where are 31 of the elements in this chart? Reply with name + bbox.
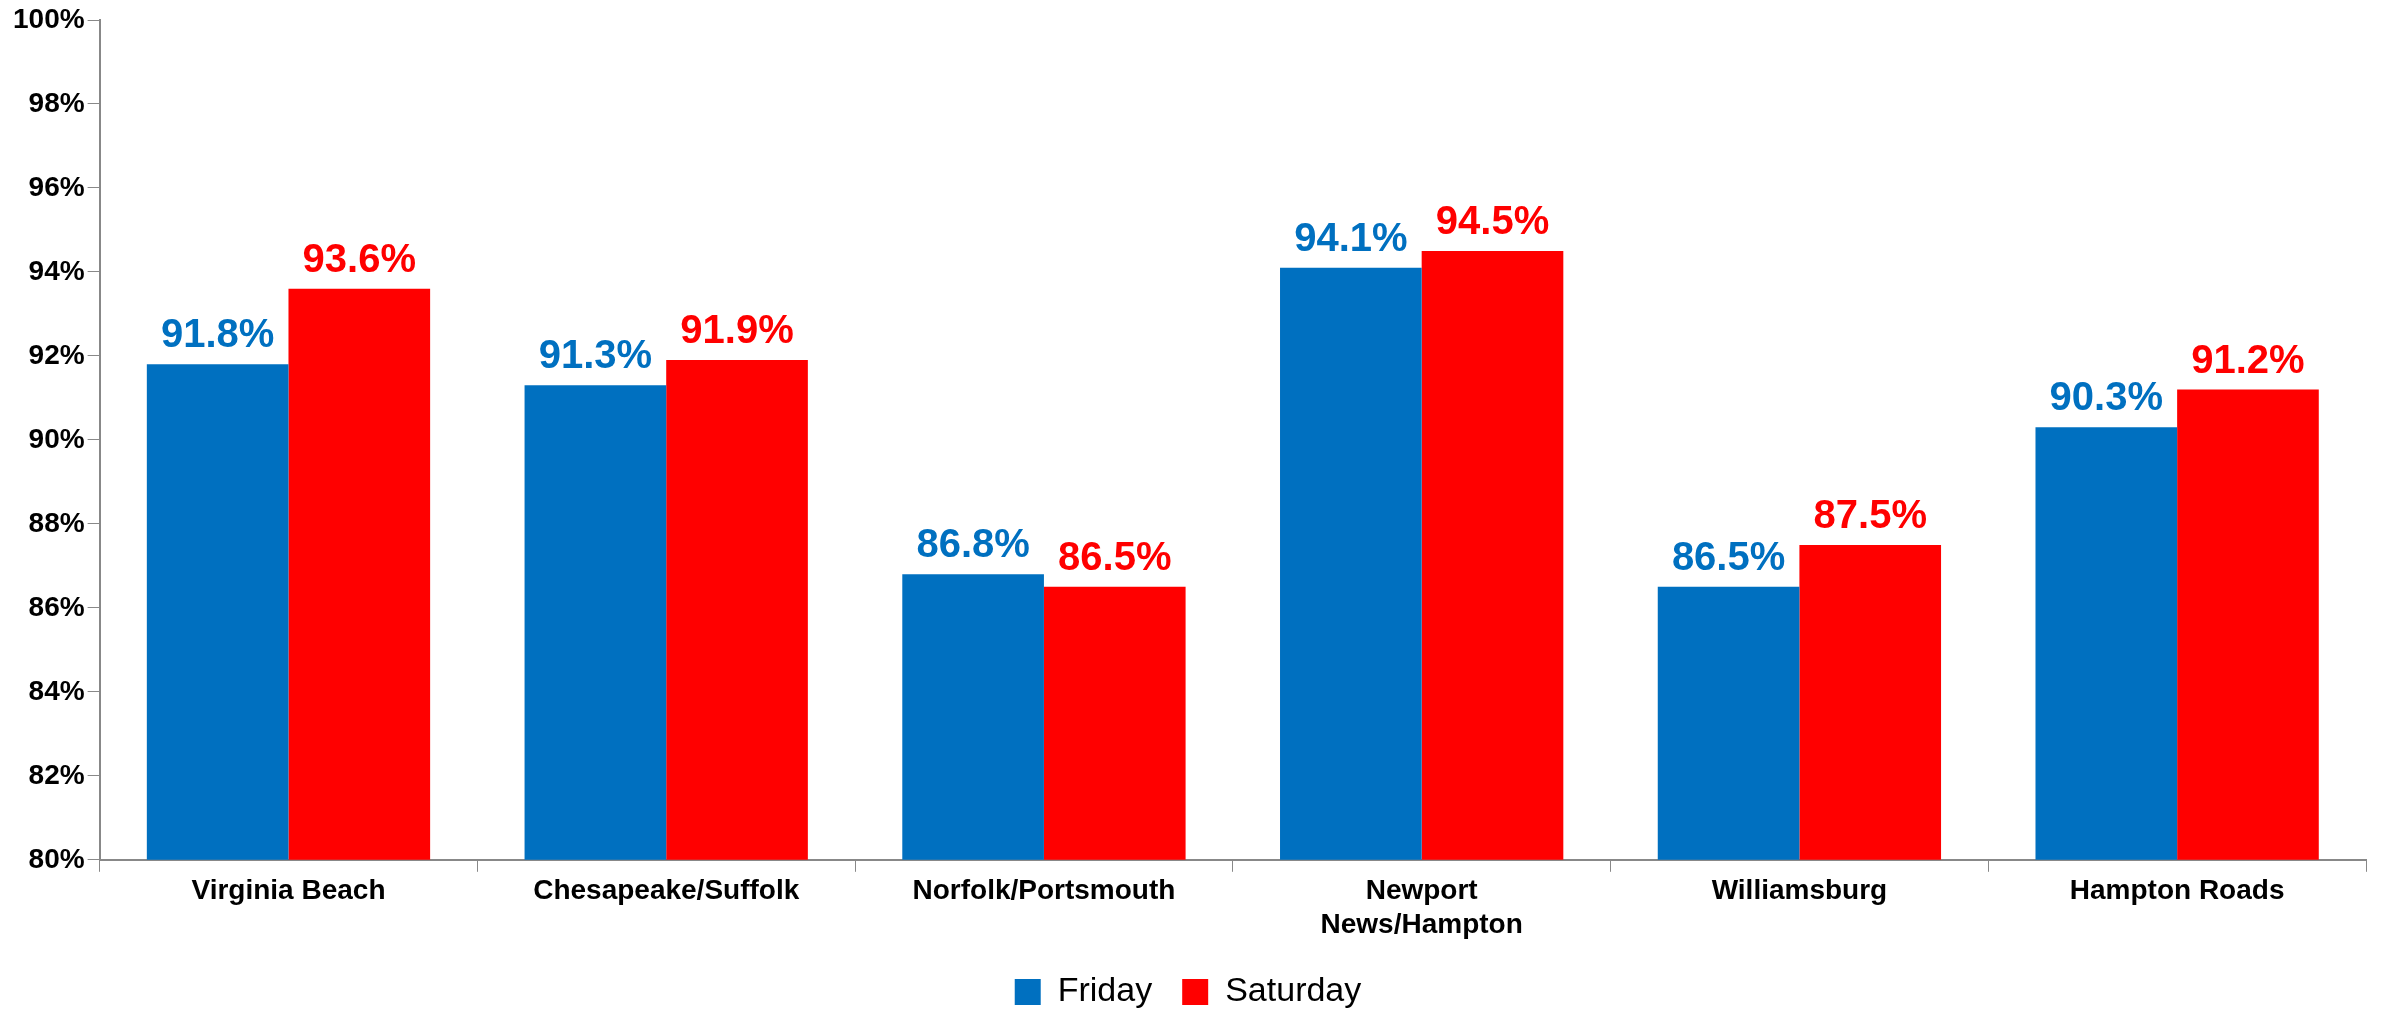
data-label: 91.2% [2191, 336, 2305, 381]
data-label: 91.9% [680, 307, 794, 352]
x-tick-label: Virginia Beach [191, 874, 386, 906]
data-label: 87.5% [1813, 491, 1927, 536]
y-tick-label: 100% [12, 2, 85, 34]
y-tick-label: 90% [28, 422, 85, 454]
data-label: 86.8% [916, 521, 1030, 566]
y-tick-label: 94% [28, 254, 85, 286]
data-label: 91.3% [538, 332, 653, 377]
y-tick-label: 84% [28, 674, 85, 706]
x-tick-label: Newport News/Hampton [1320, 874, 1523, 939]
x-tick-label: Hampton Roads [2069, 874, 2285, 906]
data-label: 91.8% [160, 311, 275, 356]
x-tick-label: Williamsburg [1711, 874, 1888, 906]
data-label: 94.5% [1435, 197, 1550, 242]
x-tick-label: Chesapeake/Suffolk [533, 874, 800, 906]
data-label: 86.5% [1058, 533, 1172, 578]
y-tick-label: 82% [28, 758, 85, 790]
y-tick-label: 80% [28, 842, 85, 874]
x-tick-label: Norfolk/Portsmouth [912, 874, 1176, 906]
y-tick-label: 96% [28, 170, 85, 202]
data-label: 90.3% [2049, 374, 2164, 419]
data-label: 93.6% [302, 235, 417, 280]
legend-label: Friday [1057, 970, 1153, 1009]
y-tick-label: 86% [28, 590, 85, 622]
y-tick-label: 98% [28, 86, 85, 118]
data-label: 94.1% [1294, 214, 1408, 259]
legend-label: Saturday [1225, 970, 1362, 1009]
y-tick-label: 92% [28, 338, 85, 370]
y-tick-label: 88% [28, 506, 85, 538]
data-label: 86.5% [1671, 533, 1786, 578]
